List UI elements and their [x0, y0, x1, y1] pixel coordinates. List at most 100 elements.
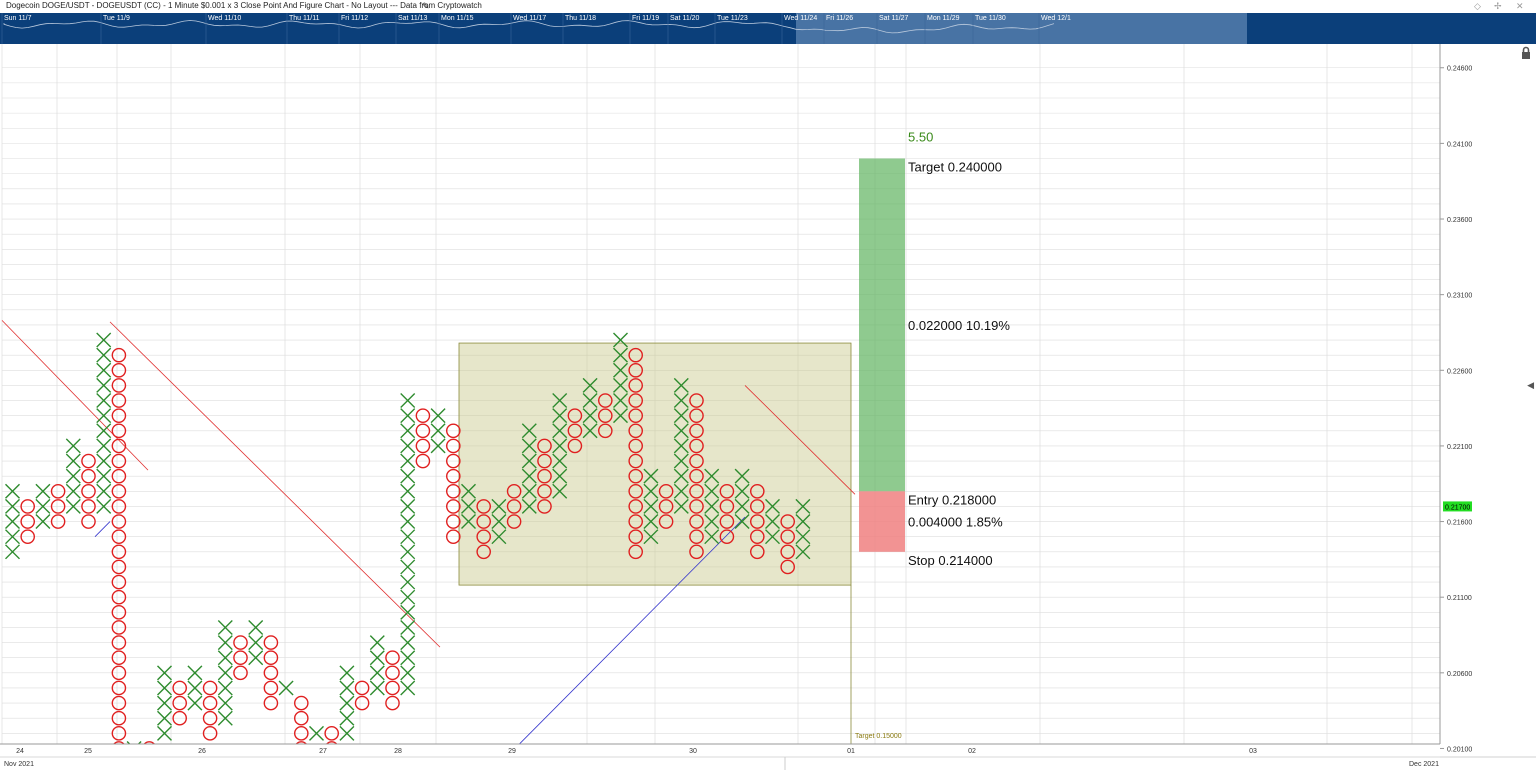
o-box [81, 468, 96, 484]
o-box [293, 710, 309, 726]
x-box [613, 377, 628, 393]
o-box [780, 514, 796, 529]
x-box [400, 619, 416, 635]
x-stroke [217, 680, 233, 696]
x-box [5, 498, 20, 514]
x-stroke [369, 635, 385, 651]
o-box [354, 680, 370, 696]
x-stroke [795, 498, 811, 514]
o-box [202, 695, 218, 711]
x-stroke [248, 619, 264, 635]
x-box [400, 438, 416, 454]
overview-date-label: Mon 11/29 [927, 15, 960, 22]
x-box [673, 408, 689, 424]
x-stroke [552, 423, 568, 439]
y-tick-label: 0.22600 [1447, 368, 1472, 375]
close-icon[interactable]: ✕ [1516, 1, 1524, 11]
x-tick-label: 03 [1249, 748, 1257, 755]
x-box [96, 332, 112, 348]
x-stroke [217, 710, 233, 726]
x-stroke [704, 468, 720, 484]
o-box [172, 710, 187, 726]
x-box [96, 468, 112, 484]
o-box [476, 544, 492, 560]
x-stroke [5, 529, 20, 545]
x-box [400, 650, 416, 666]
o-box [354, 695, 370, 711]
x-box [704, 483, 720, 499]
x-stroke [400, 635, 416, 651]
x-box [96, 362, 112, 378]
o-box [263, 680, 279, 696]
y-tick-label: 0.20100 [1447, 746, 1472, 753]
o-box [263, 635, 279, 650]
diamond-icon[interactable]: ◇ [1474, 1, 1481, 11]
overview-date-label: Thu 11/18 [565, 15, 596, 22]
x-month-label: Nov 2021 [4, 761, 34, 768]
x-box [400, 635, 416, 651]
overview-date-label: Sat 11/13 [398, 15, 428, 22]
o-box [111, 393, 127, 408]
x-stroke [400, 680, 416, 696]
pencil-icon[interactable]: ✎ [422, 1, 430, 11]
x-stroke [795, 529, 811, 545]
x-stroke [96, 438, 112, 454]
o-box [780, 529, 796, 544]
x-stroke [795, 544, 811, 560]
x-box [400, 544, 416, 560]
o-box [81, 499, 96, 514]
x-tick-label: 27 [319, 748, 327, 755]
x-box [339, 680, 355, 696]
o-box [81, 484, 96, 499]
x-stroke [643, 529, 659, 545]
x-stroke [339, 710, 355, 726]
o-box [476, 529, 492, 544]
o-box [415, 453, 431, 469]
overview-date-label: Fri 11/26 [826, 15, 853, 22]
x-stroke [96, 393, 112, 409]
x-stroke [734, 468, 750, 484]
x-stroke [400, 393, 416, 409]
lock-icon[interactable] [1520, 46, 1532, 60]
o-box [111, 620, 127, 635]
pin-icon[interactable]: ✢ [1494, 1, 1502, 11]
y-tick-label: 0.20600 [1447, 671, 1472, 678]
chevron-left-icon[interactable]: ◀ [1527, 380, 1534, 390]
o-box [628, 499, 644, 514]
o-box [111, 635, 127, 650]
x-box [552, 468, 568, 484]
o-box [780, 544, 796, 560]
x-stroke [157, 680, 172, 696]
x-box [400, 574, 416, 590]
x-tick-label: 24 [16, 748, 24, 755]
x-box [339, 710, 355, 726]
o-box [750, 514, 765, 529]
o-box [445, 484, 461, 499]
x-box [35, 483, 51, 499]
x-stroke [278, 680, 294, 696]
x-stroke [157, 665, 172, 681]
o-box [658, 484, 674, 499]
x-stroke [5, 514, 20, 530]
o-box [628, 362, 644, 378]
o-box [111, 726, 127, 741]
o-box [293, 695, 309, 711]
o-box [111, 574, 127, 590]
x-stroke [5, 483, 20, 499]
x-stroke [613, 377, 628, 393]
overview-navigator[interactable]: Sun 11/7 Tue 11/9 Wed 11/10 Thu 11/11 Fri 11… [0, 13, 1536, 44]
x-stroke [96, 408, 112, 424]
x-box [217, 619, 233, 635]
overview-date-label: Wed 11/10 [208, 15, 241, 22]
o-box [628, 529, 644, 544]
x-stroke [187, 665, 203, 681]
x-box [187, 665, 203, 681]
x-box [65, 483, 81, 499]
x-box [400, 589, 416, 605]
x-stroke [552, 408, 568, 424]
o-box [628, 378, 644, 393]
o-box [598, 423, 613, 439]
y-tick-label: 0.23600 [1447, 217, 1472, 224]
o-box [628, 423, 644, 439]
x-box [400, 559, 416, 575]
